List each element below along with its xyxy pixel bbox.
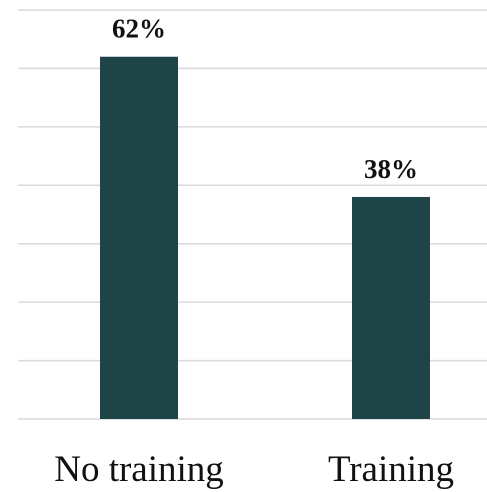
gridlines	[18, 9, 487, 420]
category-label: Training	[328, 449, 454, 490]
data-label: 62%	[112, 14, 166, 44]
bar-no-training	[100, 56, 178, 419]
data-labels: 62% 38%	[112, 14, 418, 184]
bar-training	[352, 196, 430, 419]
category-labels: No training Training	[54, 449, 454, 490]
category-label: No training	[54, 449, 224, 490]
bars	[100, 56, 430, 419]
data-label: 38%	[364, 154, 418, 184]
